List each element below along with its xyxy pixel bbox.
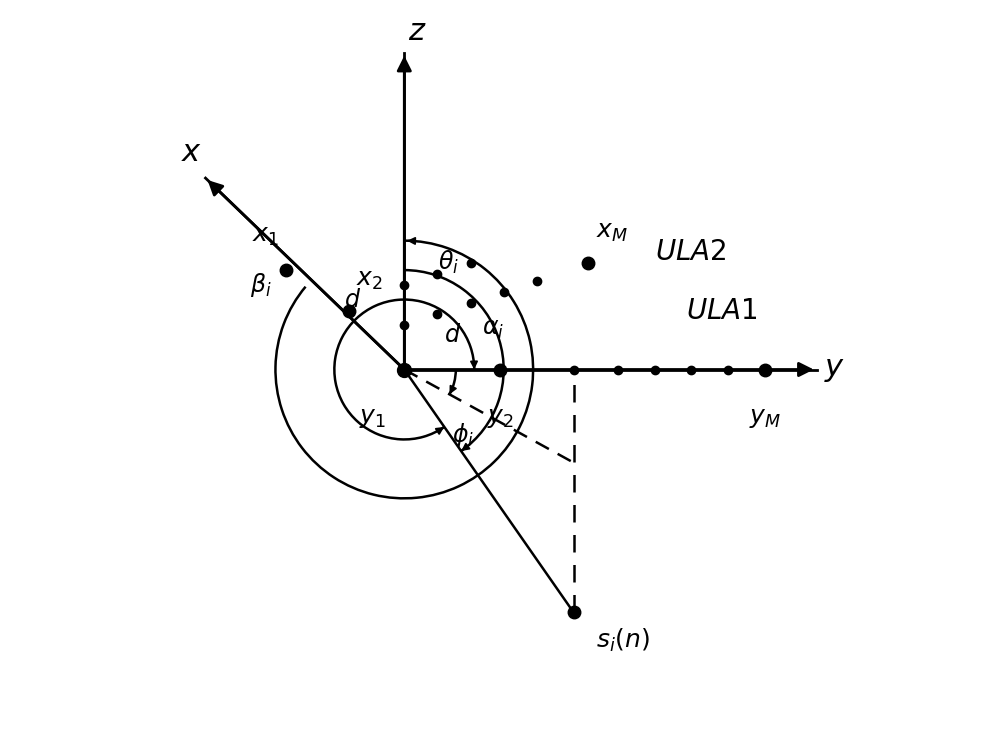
Text: $ULA1$: $ULA1$: [686, 297, 758, 325]
Text: $y_2$: $y_2$: [487, 406, 513, 430]
Text: $d$: $d$: [344, 288, 361, 313]
Text: $z$: $z$: [408, 16, 427, 46]
Text: $x_M$: $x_M$: [596, 220, 628, 245]
Text: $\alpha_i$: $\alpha_i$: [482, 317, 504, 341]
Text: $\theta_i$: $\theta_i$: [438, 249, 459, 276]
Text: $s_i(n)$: $s_i(n)$: [596, 627, 650, 654]
Text: $x_1$: $x_1$: [252, 224, 279, 248]
Text: $y$: $y$: [824, 355, 845, 384]
Text: $\phi_i$: $\phi_i$: [452, 421, 474, 449]
Text: $ULA2$: $ULA2$: [655, 238, 726, 266]
Text: $d$: $d$: [444, 324, 461, 347]
Text: $y_M$: $y_M$: [749, 406, 781, 430]
Text: $y_1$: $y_1$: [359, 406, 386, 430]
Text: $x_2$: $x_2$: [356, 268, 383, 292]
Text: $x$: $x$: [181, 138, 202, 167]
Text: $\beta_i$: $\beta_i$: [250, 270, 272, 299]
